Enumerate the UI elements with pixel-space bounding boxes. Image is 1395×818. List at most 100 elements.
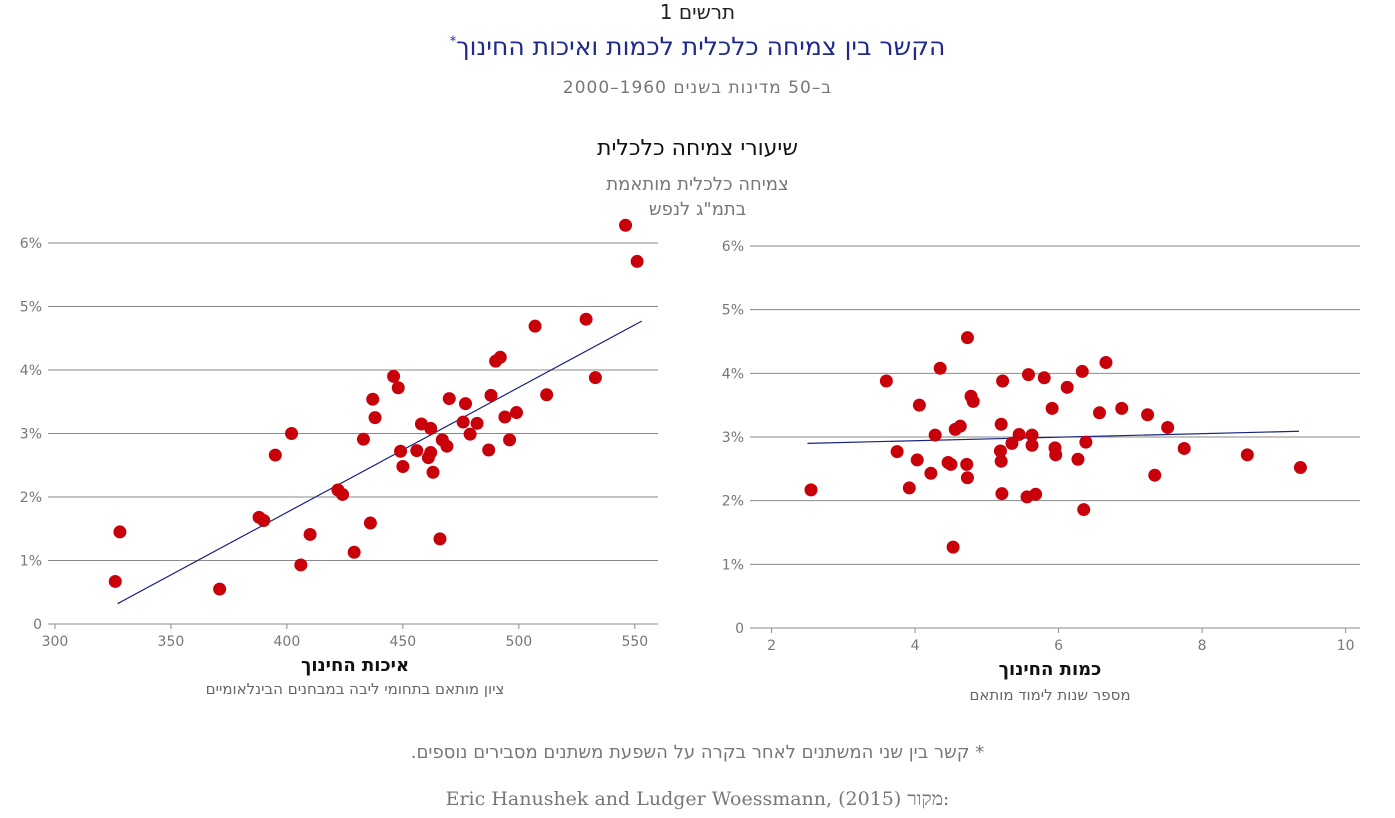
left-data-point [440, 439, 454, 453]
right-x-tick-label: 4 [911, 638, 920, 654]
right-y-tick-label: 2% [722, 494, 744, 510]
left-x-axis-title: איכות החינוך [300, 655, 410, 676]
left-x-tick-label: 450 [389, 634, 416, 650]
right-data-point [1161, 420, 1175, 434]
right-data-point [960, 331, 974, 345]
left-data-point [336, 487, 350, 501]
left-data-point [630, 254, 644, 268]
y-axis-subtitle-line2: בתמ"ג לנפש [648, 199, 747, 220]
footnote: * קשר בין שני המשתנים לאחר בקרה על השפעת… [410, 742, 985, 763]
right-data-point [1240, 448, 1254, 462]
left-y-tick-label: 2% [20, 490, 42, 506]
right-data-point [1005, 436, 1019, 450]
right-data-point [1293, 461, 1307, 475]
left-data-point [391, 381, 405, 395]
left-data-point [366, 392, 380, 406]
title-footnote-marker: * [449, 34, 457, 50]
right-data-point [1148, 468, 1162, 482]
left-x-tick-label: 400 [274, 634, 301, 650]
left-data-point [484, 388, 498, 402]
right-data-point [1049, 448, 1063, 462]
right-x-axis-title: כמות החינוך [998, 659, 1102, 680]
right-data-point [928, 428, 942, 442]
right-data-point [946, 540, 960, 554]
right-x-axis-subtitle: מספר שנות לימוד מותאם [969, 686, 1131, 704]
right-data-point [1141, 408, 1155, 422]
left-data-point [442, 392, 456, 406]
right-data-point [966, 394, 980, 408]
left-data-point [303, 527, 317, 541]
right-data-point [995, 487, 1009, 501]
right-data-point [960, 471, 974, 485]
left-data-point [356, 432, 370, 446]
y-axis-title: שיעורי צמיחה כלכלית [597, 136, 798, 161]
right-data-point [879, 374, 893, 388]
left-y-tick-label: 6% [20, 236, 42, 252]
left-y-tick-label: 1% [20, 554, 42, 570]
right-data-point [1092, 406, 1106, 420]
y-axis-subtitle-line1: צמיחה כלכלית מותאמת [606, 174, 789, 195]
left-data-point [482, 443, 496, 457]
right-data-point [1037, 371, 1051, 385]
right-data-point [1079, 435, 1093, 449]
right-y-tick-label: 1% [722, 557, 744, 573]
left-data-point [394, 444, 408, 458]
left-data-point [424, 446, 438, 460]
right-data-point [1021, 368, 1035, 382]
left-data-point [268, 448, 282, 462]
right-x-tick-label: 8 [1198, 638, 1207, 654]
left-data-point [458, 397, 472, 411]
right-data-point [933, 361, 947, 375]
right-data-point [1099, 356, 1113, 370]
left-data-point [470, 416, 484, 430]
right-data-point [960, 457, 974, 471]
right-x-tick-label: 2 [767, 638, 776, 654]
right-data-point [890, 445, 904, 459]
source-label: מקור: [907, 788, 950, 810]
left-data-point [503, 433, 517, 447]
right-data-point [996, 374, 1010, 388]
right-data-point [1045, 401, 1059, 415]
right-y-tick-label: 4% [722, 366, 744, 382]
right-data-point [924, 466, 938, 480]
right-data-point [804, 483, 818, 497]
right-data-point [1025, 428, 1039, 442]
left-data-point [285, 427, 299, 440]
left-data-point [257, 513, 271, 527]
right-data-point [1115, 401, 1129, 415]
right-data-point [993, 444, 1007, 458]
right-data-point [1077, 503, 1091, 517]
left-data-point [387, 369, 401, 383]
left-data-point [463, 427, 477, 441]
figure-label: תרשים 1 [659, 0, 736, 24]
right-data-point [1177, 441, 1191, 455]
left-x-tick-label: 300 [42, 634, 69, 650]
right-data-point [953, 419, 967, 433]
left-y-tick-label: 4% [20, 363, 42, 379]
right-data-point [1060, 380, 1074, 394]
right-y-tick-label: 5% [722, 303, 744, 319]
left-data-point [528, 319, 542, 333]
left-data-point [540, 388, 554, 402]
right-y-tick-label: 6% [722, 239, 744, 255]
left-data-point [347, 545, 361, 559]
left-x-tick-label: 550 [621, 634, 648, 650]
left-data-point [368, 411, 382, 425]
right-data-point [944, 457, 958, 471]
right-data-point [1075, 364, 1089, 378]
left-data-point [510, 406, 524, 420]
right-data-point [912, 398, 926, 412]
chart-subtitle: ב–50 מדינות בשנים 1960–2000 [562, 78, 833, 98]
left-data-point [619, 218, 633, 232]
left-data-point [213, 582, 227, 596]
left-y-tick-label: 0 [33, 617, 42, 633]
right-trend-line [807, 430, 1300, 444]
left-data-point [410, 444, 424, 458]
left-x-axis-subtitle: ציון מותאם בתחומי ליבה במבחנים הבינלאומי… [205, 680, 505, 698]
right-y-tick-label: 0 [735, 621, 744, 637]
source-text: Eric Hanushek and Ludger Woessmann, (201… [445, 788, 902, 810]
right-data-point [1012, 427, 1026, 441]
left-data-point [456, 415, 470, 429]
left-data-point [493, 350, 507, 364]
left-data-point [396, 460, 410, 474]
